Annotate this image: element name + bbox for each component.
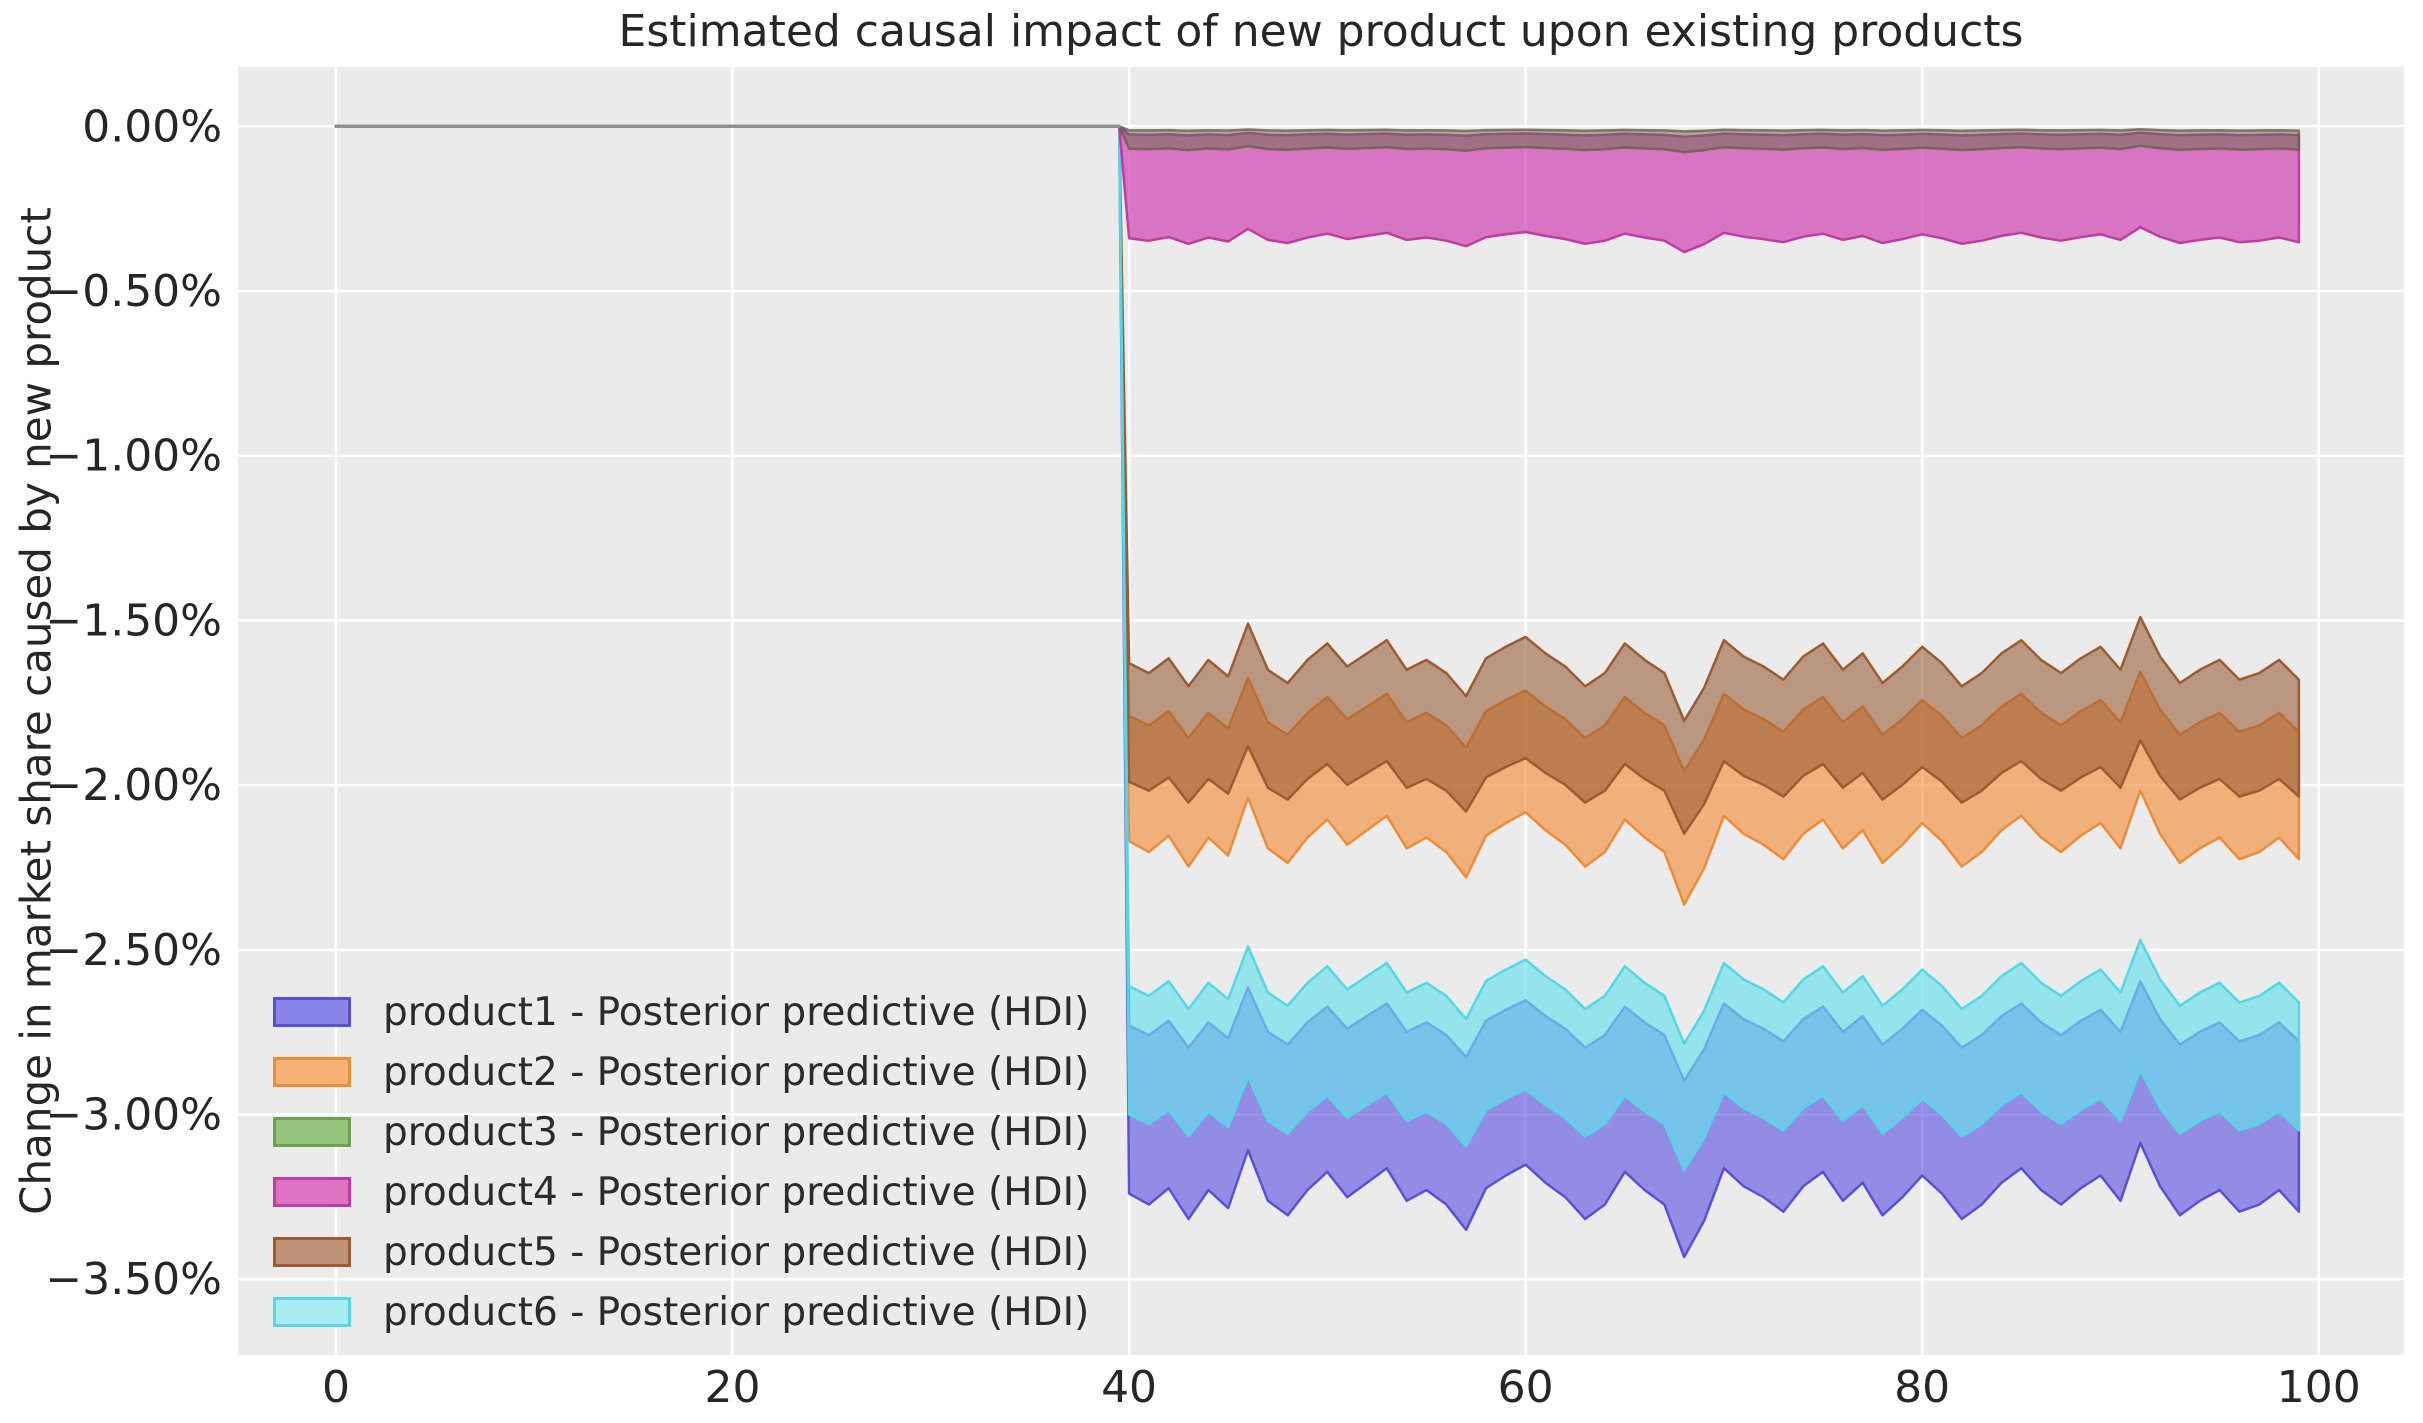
- legend-label-product6: product6 - Posterior predictive (HDI): [383, 1289, 1090, 1335]
- legend-swatch-product2: [273, 1057, 351, 1087]
- legend-item-product6: product6 - Posterior predictive (HDI): [273, 1282, 1089, 1342]
- legend-swatch-product4: [273, 1177, 351, 1207]
- legend-item-product1: product1 - Posterior predictive (HDI): [273, 982, 1089, 1042]
- y-tick-label: −3.00%: [45, 1090, 222, 1141]
- x-tick-label-80: 80: [1894, 1362, 1950, 1413]
- y-tick-label: 0.00%: [82, 101, 222, 152]
- legend-item-product5: product5 - Posterior predictive (HDI): [273, 1222, 1089, 1282]
- x-tick-label-60: 60: [1498, 1362, 1554, 1413]
- legend-item-product2: product2 - Posterior predictive (HDI): [273, 1042, 1089, 1102]
- y-tick-label: −0.50%: [45, 266, 222, 317]
- y-axis-label: Change in market share caused by new pro…: [11, 207, 61, 1215]
- legend: product1 - Posterior predictive (HDI) pr…: [273, 982, 1089, 1342]
- x-tick-label-0: 0: [322, 1362, 350, 1413]
- y-tick-label: −3.50%: [45, 1254, 222, 1305]
- legend-swatch-product6: [273, 1297, 351, 1327]
- legend-label-product2: product2 - Posterior predictive (HDI): [383, 1049, 1090, 1095]
- hdi-band-product5: [1117, 125, 2301, 835]
- hdi-band-product6: [1117, 125, 2301, 1172]
- y-tick-label: −2.50%: [45, 925, 222, 976]
- y-tick-label: −1.00%: [45, 431, 222, 482]
- x-tick-label-40: 40: [1101, 1362, 1157, 1413]
- y-tick-label: −1.50%: [45, 595, 222, 646]
- legend-label-product3: product3 - Posterior predictive (HDI): [383, 1109, 1090, 1155]
- legend-label-product4: product4 - Posterior predictive (HDI): [383, 1169, 1090, 1215]
- legend-swatch-product5: [273, 1237, 351, 1267]
- legend-label-product5: product5 - Posterior predictive (HDI): [383, 1229, 1090, 1275]
- chart-title: Estimated causal impact of new product u…: [618, 6, 2024, 57]
- x-tick-label-100: 100: [2277, 1362, 2361, 1413]
- hdi-band-product3: [1117, 125, 2301, 154]
- x-axis-tick-labels: 0 20 40 60 80 100: [322, 1362, 2361, 1413]
- y-tick-label: −2.00%: [45, 760, 222, 811]
- hdi-bands: [1117, 125, 2301, 1259]
- legend-item-product3: product3 - Posterior predictive (HDI): [273, 1102, 1089, 1162]
- y-axis-tick-labels: 0.00% −0.50% −1.00% −1.50% −2.00% −2.50% −3.00…: [45, 101, 222, 1305]
- legend-swatch-product1: [273, 997, 351, 1027]
- legend-item-product4: product4 - Posterior predictive (HDI): [273, 1162, 1089, 1222]
- legend-label-product1: product1 - Posterior predictive (HDI): [383, 989, 1090, 1035]
- legend-swatch-product3: [273, 1117, 351, 1147]
- x-tick-label-20: 20: [705, 1362, 761, 1413]
